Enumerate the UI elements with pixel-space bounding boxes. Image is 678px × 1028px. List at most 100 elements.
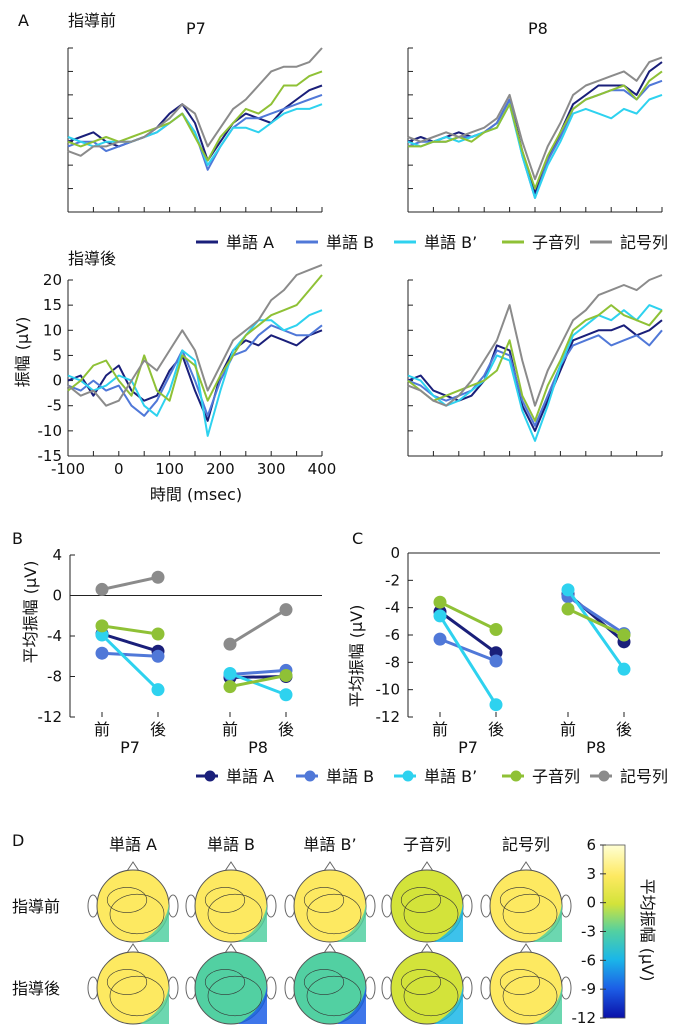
legend-marker (598, 770, 610, 782)
y-tick-label: 4 (52, 546, 62, 564)
y-tick-label: -4 (385, 599, 400, 617)
colorbar (602, 844, 626, 1019)
y-tick-label: 10 (43, 321, 62, 339)
legend-label: 単語 B (326, 767, 374, 786)
panel-c-plot: 0 -2 -4 -6 -8 -10 -12 前 後 前 後 P7 P8 (376, 544, 660, 757)
series-segment (439, 610, 497, 654)
data-point (151, 649, 165, 663)
panel-a-post-p7-plot: -100 0 100 200 300 400 20 15 10 5 0 -5 -10 -15 (38, 263, 336, 478)
colorbar-tick-label: -6 (581, 951, 596, 969)
series-line-3 (67, 103, 323, 167)
series-line-2 (407, 329, 663, 427)
topomap-contour (106, 969, 148, 995)
series-segment (229, 672, 287, 697)
y-tick-label: 0 (390, 544, 400, 562)
legend-marker (402, 770, 414, 782)
topomap-region (434, 902, 463, 942)
series-segment (566, 589, 626, 671)
topomap-contour (499, 887, 541, 913)
data-point (151, 570, 165, 584)
y-tick-label: -4 (47, 627, 62, 645)
group-label: P8 (248, 738, 268, 757)
y-tick-label: 0 (52, 372, 62, 390)
data-point (95, 582, 109, 596)
topomap-nose (126, 861, 140, 872)
series-line-3 (407, 304, 663, 442)
panel-a-pre-p8-plot (407, 47, 663, 213)
panel-c-ylabel: 平均振幅 (μV) (347, 605, 366, 708)
data-point (433, 632, 447, 646)
data-point (95, 619, 109, 633)
x-tick-label: 0 (114, 460, 124, 478)
legend-top: 単語 A 単語 B 単語 B’ 子音列 記号列 (196, 233, 668, 252)
y-tick-label: -5 (47, 397, 62, 415)
y-tick-label: 0 (52, 587, 62, 605)
data-point (561, 583, 575, 597)
colorbar-tick-label: -12 (572, 1009, 597, 1027)
legend-bottom: 単語 A 単語 B 単語 B’ 子音列 記号列 (196, 767, 668, 786)
legend-marker (304, 770, 316, 782)
data-point (279, 688, 293, 702)
panel-b-ylabel: 平均振幅 (μV) (21, 561, 40, 664)
topomap-region (140, 984, 169, 1024)
topomap-region (434, 984, 463, 1024)
series-line-5 (67, 263, 323, 407)
topomap-nose (519, 943, 533, 954)
legend-label: 記号列 (620, 233, 668, 252)
topomap-contour (502, 975, 558, 1017)
series-line-1 (67, 84, 323, 162)
panel-a-letter: A (18, 11, 29, 30)
topomap-region (533, 902, 562, 942)
data-point (433, 609, 447, 623)
group-label: P7 (458, 738, 478, 757)
topomap-contour (303, 887, 345, 913)
topomap-contour (499, 969, 541, 995)
x-tick-label: 後 (150, 720, 166, 739)
x-tick-label: -100 (51, 460, 85, 478)
legend-label: 単語 A (226, 767, 274, 786)
topomap-row-label: 指導後 (12, 979, 60, 998)
x-tick-label: 100 (155, 460, 184, 478)
y-tick-label: -15 (38, 447, 63, 465)
series-segment (101, 575, 159, 591)
data-point (223, 680, 237, 694)
y-tick-label: -12 (376, 708, 401, 726)
topomap-contour (303, 969, 345, 995)
topomap-nose (224, 943, 238, 954)
topomap-contour (207, 975, 263, 1017)
data-point (279, 603, 293, 617)
group-label: P8 (586, 738, 606, 757)
y-tick-label: 20 (43, 271, 62, 289)
colorbar-ticks: 6 3 0 -3 -6 -9 -12 (572, 836, 606, 1027)
y-tick-label: -8 (385, 653, 400, 671)
topomap-nose (420, 861, 434, 872)
legend-label: 記号列 (620, 767, 668, 786)
x-tick-label: 200 (206, 460, 235, 478)
data-point (95, 628, 109, 642)
series-segment (101, 624, 159, 636)
topomap-contour (403, 893, 459, 935)
topomap-contour (204, 887, 246, 913)
topomap-nose (323, 943, 337, 954)
data-point (561, 602, 575, 616)
panel-a-pre-p7-plot (67, 47, 323, 213)
topomap-contour (502, 893, 558, 935)
topomap-region (238, 984, 267, 1024)
data-point (489, 623, 503, 637)
topomap-contour (109, 893, 165, 935)
topomap-col-label: 単語 A (109, 835, 157, 854)
series-line-5 (407, 274, 663, 407)
group-label: P7 (120, 738, 140, 757)
y-tick-label: -10 (38, 422, 63, 440)
topomap-region (533, 984, 562, 1024)
panel-a-post-label: 指導後 (68, 249, 116, 268)
x-tick-label: 後 (616, 720, 632, 739)
topomap-contour (207, 893, 263, 935)
topomap-nose (323, 861, 337, 872)
colorbar-tick-label: 3 (586, 865, 596, 883)
topomap-contour (109, 975, 165, 1017)
x-tick-label: 前 (222, 720, 238, 739)
y-tick-label: -12 (38, 708, 63, 726)
legend-label: 子音列 (532, 233, 580, 252)
